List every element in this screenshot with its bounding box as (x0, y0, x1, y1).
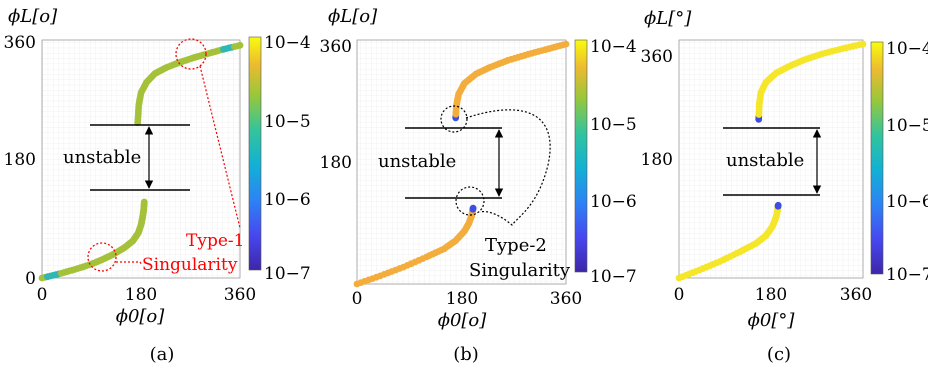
colorbar-b (574, 39, 588, 273)
colorbar-label-1e-5: 10−5 (590, 115, 637, 135)
curve-point (774, 201, 782, 209)
singularity-circle-lower (455, 186, 485, 216)
y-tick-360: 360 (320, 37, 352, 57)
singularity-circle-upper (175, 38, 207, 70)
colorbar-label-1e-4: 10−4 (264, 33, 311, 53)
y-tick-360: 360 (641, 47, 673, 67)
y-tick-180: 180 (4, 150, 36, 170)
colorbar-a (248, 36, 262, 271)
series-c (675, 40, 867, 282)
x-tick-0: 0 (674, 285, 685, 305)
colorbar-label-1e-6: 10−6 (264, 190, 311, 210)
unstable-label: unstable (726, 150, 804, 171)
y-axis-label: ϕL[°] (644, 8, 692, 29)
unstable-label: unstable (63, 147, 141, 168)
curve-point (236, 41, 244, 49)
panel-label-c: (c) (767, 344, 791, 365)
curve-point (469, 204, 477, 212)
panel-label-a: (a) (150, 344, 175, 365)
y-tick-360: 360 (4, 33, 36, 53)
x-tick-180: 180 (755, 285, 787, 305)
x-tick-0: 0 (352, 289, 363, 309)
colorbar-label-1e-7: 10−7 (886, 265, 928, 285)
singularity-circle-upper (440, 105, 468, 133)
unstable-label: unstable (378, 151, 456, 172)
panel-b: 0 180 360 180 360 ϕ0[o] ϕL[o] unstable T… (320, 6, 637, 365)
x-tick-360: 360 (840, 285, 872, 305)
singularity-circle-lower (87, 242, 117, 272)
curve-point (562, 40, 570, 48)
curve-point (859, 40, 867, 48)
series-a (38, 41, 244, 282)
singularity-label: Singularity (142, 255, 238, 275)
panel-label-b: (b) (453, 344, 479, 365)
x-tick-360: 360 (224, 285, 256, 305)
plot-area-a (41, 39, 241, 279)
y-tick-180: 180 (641, 150, 673, 170)
x-axis-label: ϕ0[°] (748, 310, 796, 331)
panel-c: 0 180 360 180 360 ϕ0[°] ϕL[°] unstable 1… (641, 8, 928, 365)
y-axis-label: ϕL[o] (328, 6, 378, 27)
x-tick-180: 180 (125, 285, 157, 305)
colorbar-label-1e-7: 10−7 (264, 264, 311, 284)
colorbar-c (870, 41, 884, 275)
colorbar-label-1e-4: 10−4 (590, 37, 637, 57)
colorbar-label-1e-5: 10−5 (264, 112, 311, 132)
series-b (353, 40, 570, 288)
type-2-label: Type-2 (485, 235, 547, 256)
colorbar-label-1e-5: 10−5 (886, 116, 928, 136)
x-tick-180: 180 (446, 289, 478, 309)
colorbar-label-1e-6: 10−6 (590, 192, 637, 212)
singularity-pointer-lower (116, 261, 143, 266)
panel-a: 0 180 360 0 180 360 ϕ0[o] ϕL[o] unstable… (4, 6, 311, 365)
y-axis-label: ϕL[o] (8, 6, 58, 27)
x-axis-label: ϕ0[o] (116, 306, 166, 327)
type-1-label: Type-1 (186, 231, 244, 251)
x-axis-label: ϕ0[o] (438, 310, 488, 331)
curve-point (140, 198, 148, 206)
colorbar-label-1e-4: 10−4 (886, 39, 928, 59)
y-tick-180: 180 (320, 153, 352, 173)
plot-area-b (356, 39, 567, 285)
y-tick-0: 0 (25, 269, 36, 289)
x-tick-0: 0 (37, 285, 48, 305)
singularity-label: Singularity (469, 260, 571, 281)
singularity-pointer (465, 109, 551, 226)
colorbar-label-1e-6: 10−6 (886, 192, 928, 212)
colorbar-label-1e-7: 10−7 (590, 267, 637, 287)
x-tick-360: 360 (550, 289, 582, 309)
